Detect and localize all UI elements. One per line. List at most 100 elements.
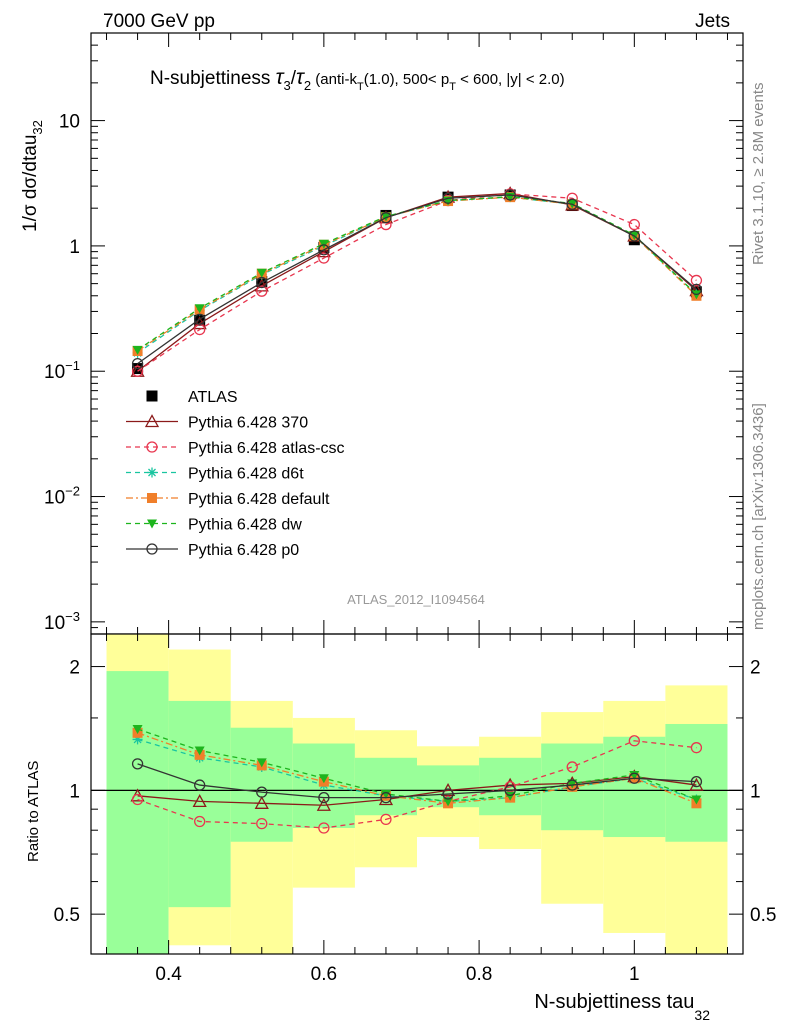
data-point <box>566 761 578 773</box>
main-y-tick-exp: −2 <box>65 484 80 499</box>
data-point <box>690 274 703 287</box>
main-y-tick-base: 10 <box>44 488 65 509</box>
main-y-tick-label: 10 <box>59 112 80 133</box>
main-plot-frame <box>90 32 744 635</box>
series-line <box>137 194 697 365</box>
series-pythia-6-428-dw <box>132 192 702 355</box>
x-axis-label: N-subjettiness tau32 <box>534 991 710 1023</box>
data-point <box>442 192 454 204</box>
main-y-tick-base: 10 <box>44 362 65 383</box>
title-main: N-subjettiness <box>150 68 276 89</box>
ratio-band-inner <box>354 757 417 816</box>
title-sub3: 3 <box>284 78 291 93</box>
data-point <box>380 212 391 222</box>
data-point <box>566 198 578 210</box>
data-point <box>131 357 144 370</box>
legend-label: Pythia 6.428 370 <box>188 415 308 432</box>
main-y-tick-label: 1 <box>69 237 80 258</box>
data-point <box>131 365 144 377</box>
title-cond-a: (anti-k <box>311 71 357 88</box>
data-point <box>194 313 206 325</box>
ratio-band-inner <box>230 727 293 842</box>
main-plot-area <box>90 32 744 635</box>
data-point <box>131 793 144 806</box>
title-cond-c: < 600, |y| < 2.0) <box>456 71 565 88</box>
data-point <box>194 815 206 828</box>
legend-entry: Pythia 6.428 370 <box>126 414 308 432</box>
data-point <box>380 789 391 799</box>
main-y-tick-label: 10−2 <box>44 484 80 509</box>
main-y-tick-label: 10−1 <box>44 358 80 383</box>
data-point <box>256 786 268 798</box>
data-point <box>256 275 268 287</box>
ratio-y-axis-label: Ratio to ATLAS <box>25 761 42 862</box>
main-y-tick-exp: −1 <box>65 358 80 373</box>
title-cond-T1: T <box>357 81 364 93</box>
series-line <box>137 193 697 372</box>
data-point <box>144 414 160 428</box>
mcplots-reference-label: mcplots.cern.ch [arXiv:1306.3436] <box>750 403 767 630</box>
ratio-y-tick-label-right: 1 <box>750 781 761 802</box>
data-point <box>318 252 330 264</box>
data-point <box>256 817 268 830</box>
data-point <box>256 268 267 278</box>
main-y-tick-base: 10 <box>44 613 65 634</box>
data-point <box>316 797 331 811</box>
ratio-y-tick-label-left: 0.5 <box>54 905 80 926</box>
data-point <box>380 791 392 804</box>
legend-entry: Pythia 6.428 d6t <box>126 466 304 483</box>
x-tick-label: 0.8 <box>466 964 492 985</box>
legend-entry: Pythia 6.428 p0 <box>126 542 299 559</box>
data-point <box>318 774 329 784</box>
data-point <box>256 285 268 297</box>
data-point <box>566 779 578 791</box>
title-slash: / <box>291 68 297 89</box>
legend-entry: Pythia 6.428 default <box>126 491 330 508</box>
data-point <box>504 784 516 797</box>
data-point <box>147 493 157 503</box>
data-point <box>442 788 454 800</box>
title-tau2: τ <box>296 66 305 89</box>
legend-label: ATLAS <box>188 389 238 406</box>
x-axis-label-text: N-subjettiness tau <box>534 991 694 1013</box>
header-energy: 7000 GeV pp <box>103 11 215 32</box>
data-point <box>194 314 206 326</box>
data-point <box>691 795 702 805</box>
data-point <box>192 794 207 808</box>
rivet-version-label: Rivet 3.1.10, ≥ 2.8M events <box>750 83 767 266</box>
main-y-tick-label: 10−3 <box>44 609 80 634</box>
series-pythia-6-428-p0 <box>131 758 703 804</box>
data-point <box>132 724 143 734</box>
data-point <box>132 345 143 355</box>
series-line <box>137 196 697 351</box>
series-pythia-6-428-p0 <box>131 189 703 370</box>
data-point <box>689 777 704 791</box>
data-point <box>690 775 703 788</box>
legend-label: Pythia 6.428 dw <box>188 517 302 534</box>
ratio-y-tick-label-right: 2 <box>750 658 761 679</box>
series-line <box>137 775 697 806</box>
analysis-id-label: ATLAS_2012_I1094564 <box>347 592 485 607</box>
ratio-band-inner <box>106 671 169 954</box>
legend-entry: ATLAS <box>146 389 238 406</box>
data-point <box>256 758 267 768</box>
data-point <box>132 734 143 745</box>
x-tick-label: 0.6 <box>311 964 337 985</box>
x-tick-label: 1 <box>629 964 640 985</box>
ratio-y-tick-label-left: 2 <box>69 658 80 679</box>
data-point <box>254 795 269 809</box>
main-y-axis-label-sub: 32 <box>30 120 45 134</box>
main-y-axis-label: 1/σ dσ/dtau32 <box>20 120 45 232</box>
data-point <box>194 746 205 756</box>
x-tick-label: 0.4 <box>155 964 182 985</box>
data-point <box>147 467 157 478</box>
ratio-y-tick-label-left: 1 <box>69 781 80 802</box>
data-point <box>690 283 703 296</box>
data-point <box>628 230 640 242</box>
data-point <box>318 244 330 256</box>
data-point <box>194 779 206 791</box>
data-point <box>628 735 640 747</box>
legend-label: Pythia 6.428 p0 <box>188 542 299 559</box>
